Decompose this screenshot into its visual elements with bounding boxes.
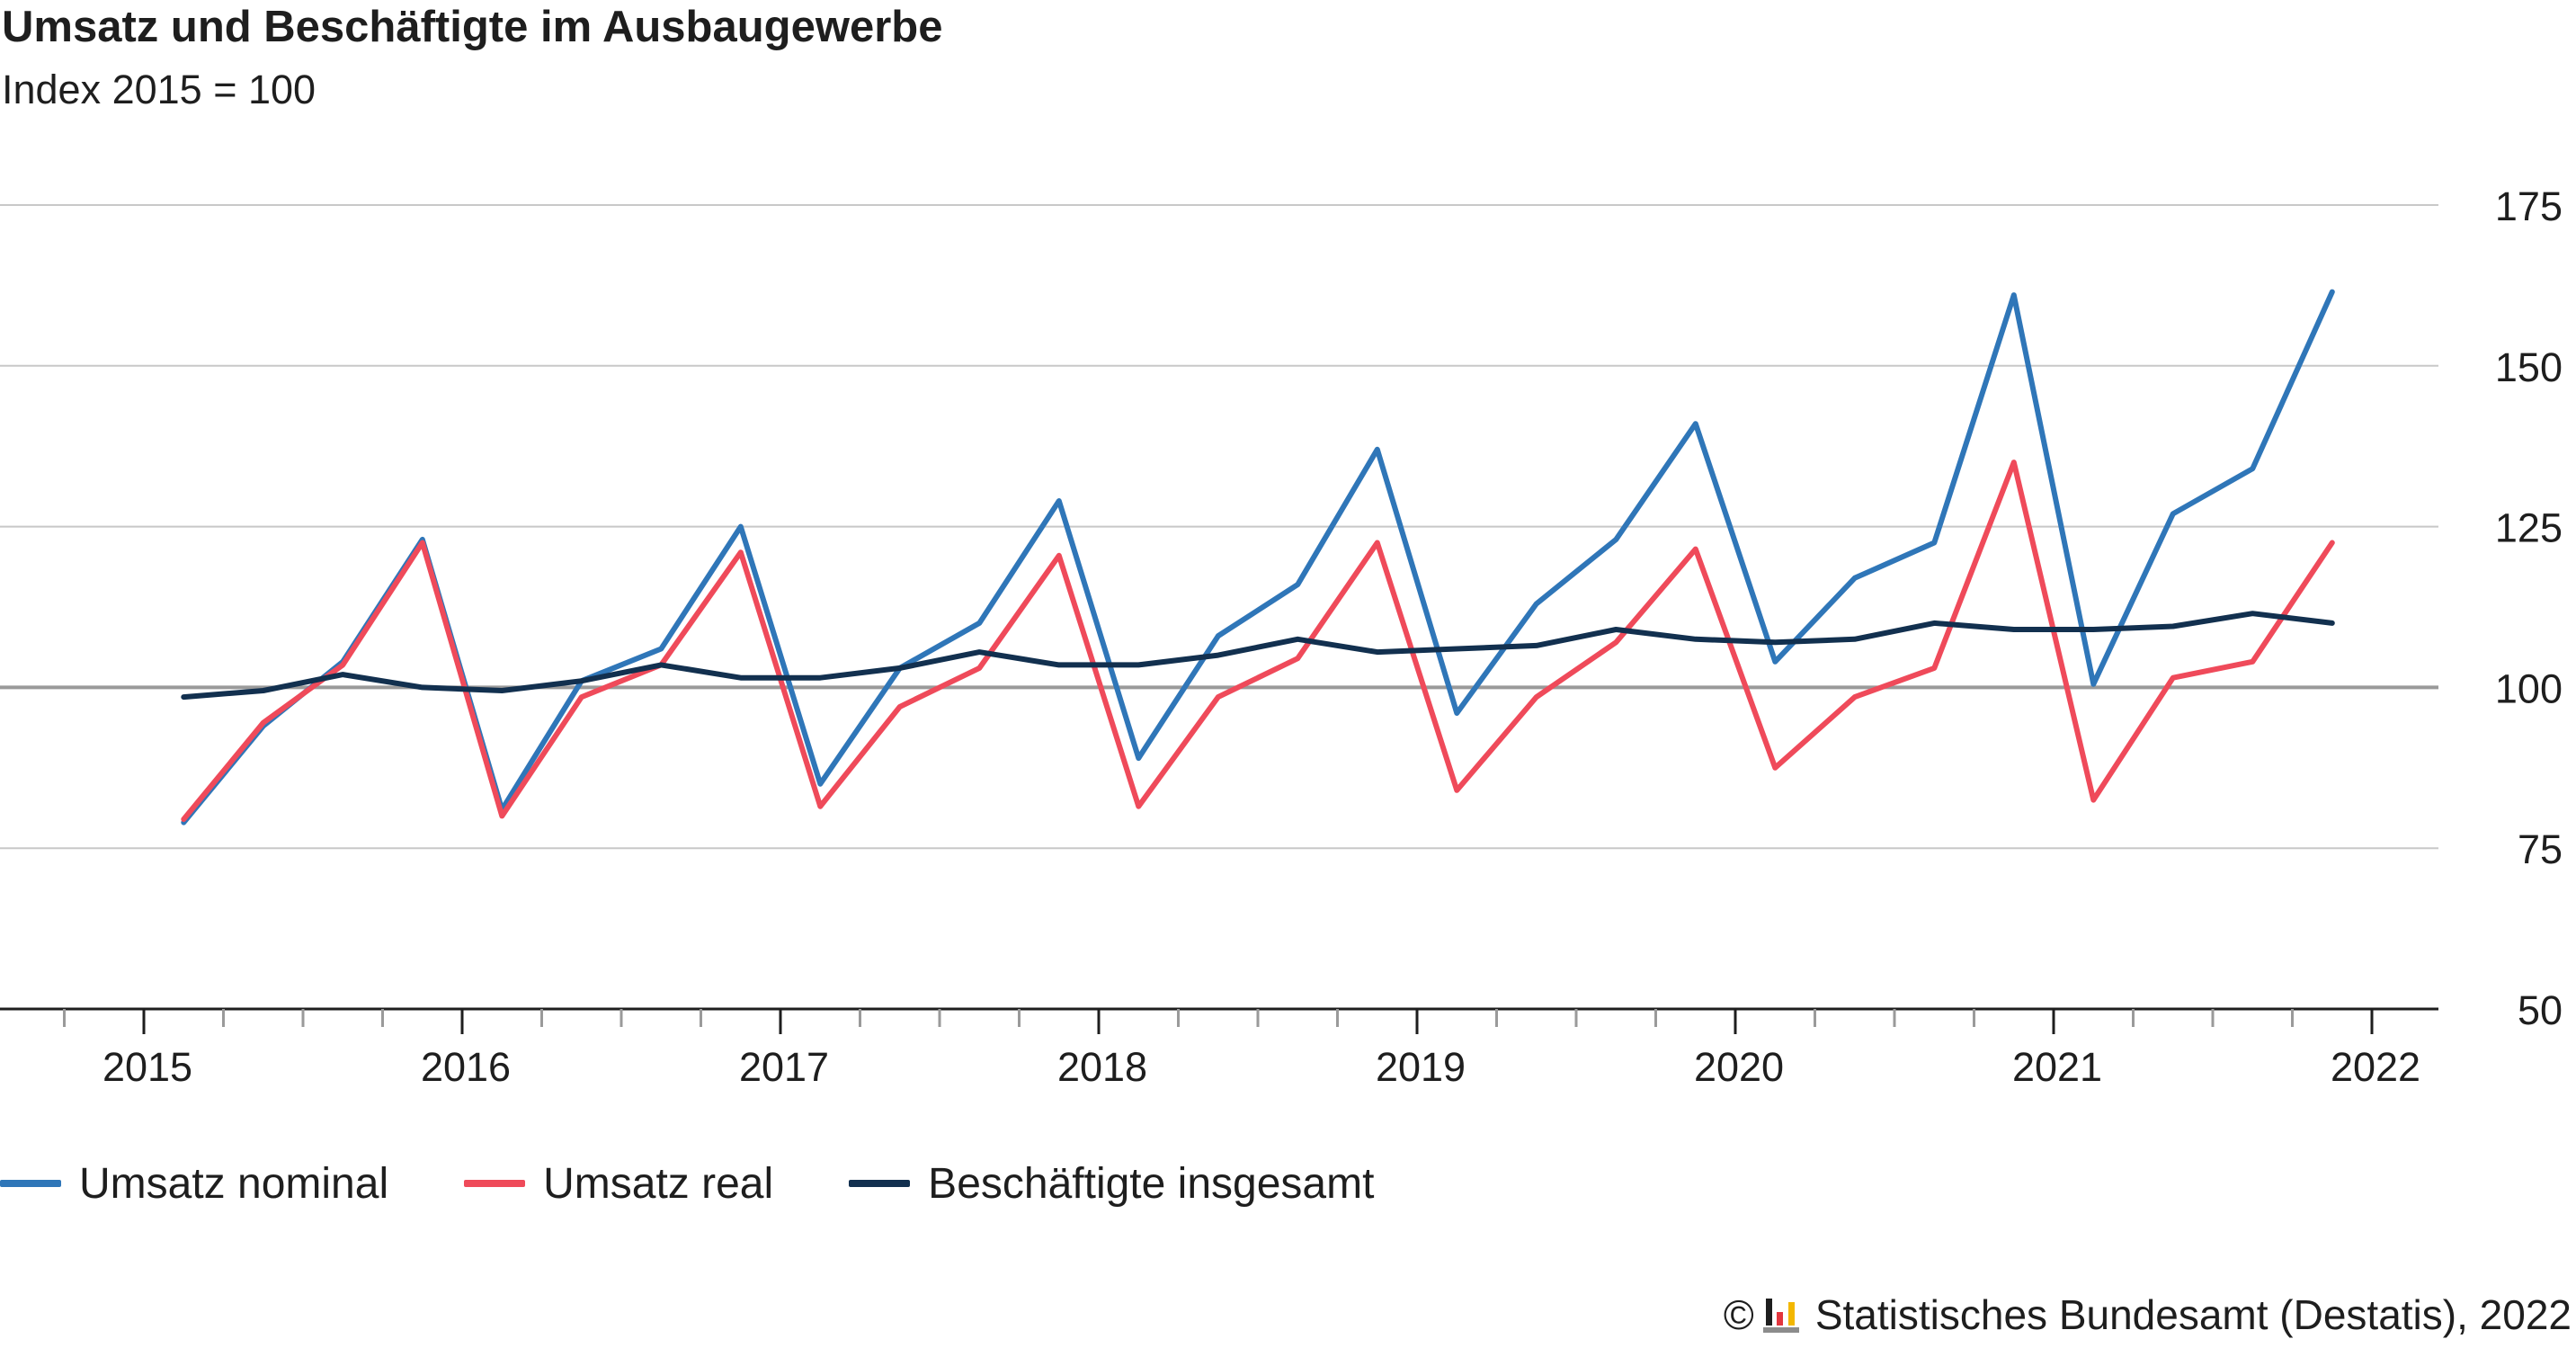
line-chart: 2015 2016 2017 2018 2019 2020 2021 2022 50 75 100… xyxy=(0,183,2563,1090)
series-layer xyxy=(181,289,2335,826)
series-line-umsatz-nominal xyxy=(181,289,2335,826)
destatis-logo-icon xyxy=(1762,1299,1799,1333)
chart-title: Umsatz und Beschäftigte im Ausbaugewerbe xyxy=(2,3,943,51)
y-tick-label: 75 xyxy=(2518,826,2563,872)
x-tick-label: 2020 xyxy=(1694,1044,1784,1090)
y-tick-label: 125 xyxy=(2495,505,2563,551)
source-credit: © Statistisches Bundesamt (Destatis), 20… xyxy=(1724,1288,2572,1342)
legend-label-beschaeftigte: Beschäftigte insgesamt xyxy=(928,1159,1375,1208)
chart-subtitle: Index 2015 = 100 xyxy=(2,67,316,112)
legend-item-umsatz-nominal: Umsatz nominal xyxy=(0,1159,388,1209)
x-tick-label: 2019 xyxy=(1376,1044,1466,1090)
copyright-symbol: © xyxy=(1723,1291,1754,1338)
legend: Umsatz nominal Umsatz real Beschäftigte … xyxy=(0,1156,1449,1210)
y-axis: 50 75 100 125 150 175 xyxy=(2495,183,2563,1033)
series-line-umsatz-real xyxy=(181,460,2335,822)
series-line-besch-ftigte-insgesamt xyxy=(181,611,2335,701)
y-tick-label: 50 xyxy=(2518,987,2563,1033)
x-tick-label: 2015 xyxy=(103,1044,192,1090)
legend-swatch-umsatz-real xyxy=(464,1180,526,1187)
grid-layer xyxy=(0,204,2438,850)
legend-swatch-beschaeftigte xyxy=(849,1180,911,1187)
x-tick-label: 2016 xyxy=(421,1044,511,1090)
legend-label-umsatz-real: Umsatz real xyxy=(543,1159,774,1208)
legend-label-umsatz-nominal: Umsatz nominal xyxy=(79,1159,389,1208)
x-tick-label: 2021 xyxy=(2012,1044,2102,1090)
y-tick-label: 175 xyxy=(2495,183,2563,229)
x-tick-label: 2017 xyxy=(739,1044,829,1090)
legend-item-umsatz-real: Umsatz real xyxy=(464,1159,773,1209)
x-axis: 2015 2016 2017 2018 2019 2020 2021 2022 xyxy=(0,1007,2438,1090)
x-tick-label: 2018 xyxy=(1057,1044,1147,1090)
y-tick-label: 150 xyxy=(2495,344,2563,390)
legend-swatch-umsatz-nominal xyxy=(0,1180,61,1187)
source-text: Statistisches Bundesamt (Destatis), 2022 xyxy=(1814,1291,2572,1338)
x-tick-label: 2022 xyxy=(2331,1044,2420,1090)
legend-item-beschaeftigte: Beschäftigte insgesamt xyxy=(849,1159,1374,1209)
y-tick-label: 100 xyxy=(2495,665,2563,711)
